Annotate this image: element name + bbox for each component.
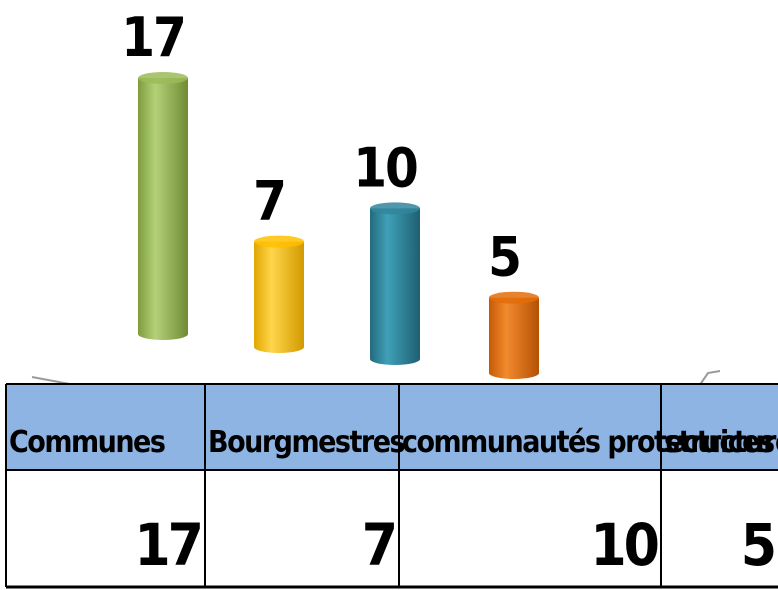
bar-body-structures [489, 297, 539, 379]
table-cell-structures: 5 [741, 511, 774, 579]
bar-structures [489, 291, 539, 379]
bar-top-structures [489, 291, 539, 304]
table-cell-communautes-protectrices: 10 [590, 511, 657, 579]
bars-layer [138, 72, 539, 379]
table-cell-communes: 17 [134, 511, 201, 579]
table-value-row: 17 7 10 5 [134, 511, 777, 579]
table-header-bourgmestres: Bourgmestres [208, 425, 405, 460]
bar-body-communes [138, 78, 188, 340]
bar-communes [138, 72, 188, 340]
table-header-fill [6, 385, 778, 470]
table-grid-lines [5, 383, 778, 589]
table-header-structures: structures [664, 425, 778, 460]
bar-bourgmestres [254, 235, 304, 353]
data-label-bourgmestres: 7 [253, 170, 285, 233]
table-cell-bourgmestres: 7 [362, 511, 395, 579]
data-label-structures: 5 [488, 226, 520, 289]
bar-top-communes [138, 72, 188, 84]
data-label-communes: 17 [121, 6, 185, 69]
data-label-communautes-protectrices: 10 [353, 136, 417, 199]
table-header-communautes-protectrices: communautés protectrices [402, 425, 774, 460]
bar-communautes-protectrices [370, 202, 420, 365]
bar-body-bourgmestres [254, 241, 304, 353]
value-labels-layer: 17 7 10 5 [121, 6, 522, 289]
bar-top-communautes-protectrices [370, 202, 420, 215]
table-header-communes: Communes [9, 425, 165, 460]
bar-top-bourgmestres [254, 235, 304, 248]
bar-body-communautes-protectrices [370, 208, 420, 365]
